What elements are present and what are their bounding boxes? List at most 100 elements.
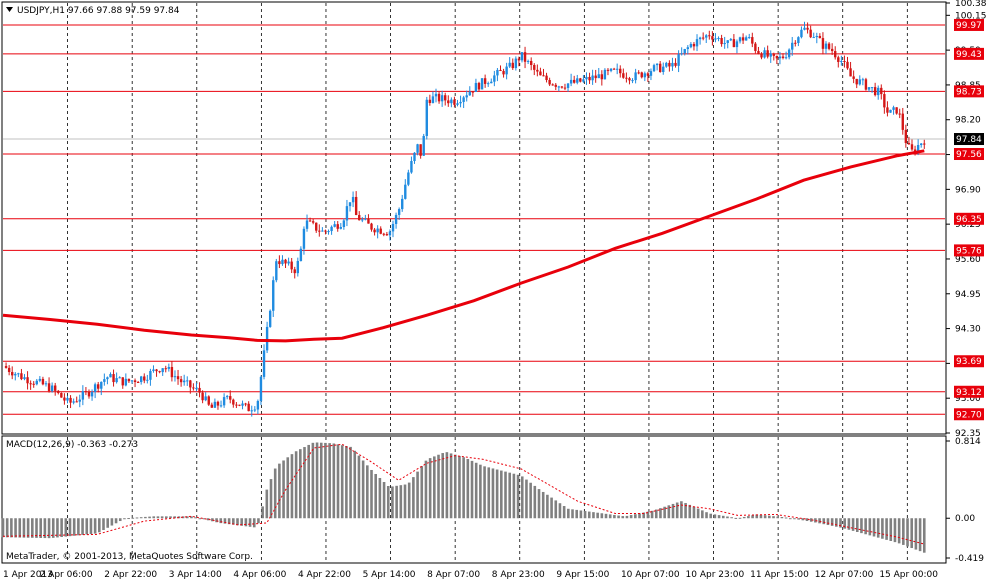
macd-bar — [579, 510, 583, 519]
candle-body — [17, 373, 20, 375]
macd-bar — [667, 505, 671, 519]
candle-body — [800, 29, 803, 38]
candle-body — [674, 62, 677, 66]
macd-bar — [227, 518, 231, 525]
candle-body — [754, 43, 757, 51]
macd-bar — [416, 471, 419, 519]
candle-body — [90, 391, 94, 397]
macd-bar — [659, 508, 662, 519]
macd-bar — [872, 518, 876, 537]
macd-bar — [726, 516, 729, 519]
candle-body — [115, 378, 118, 383]
candle-body — [23, 377, 26, 380]
macd-bar — [533, 485, 537, 519]
macd-bar — [642, 512, 646, 519]
candle-body — [551, 84, 554, 86]
candle-body — [477, 82, 481, 90]
candle-body — [594, 75, 597, 79]
candle-body — [404, 184, 407, 199]
time-tick-label: 3 Apr 14:00 — [169, 570, 222, 580]
macd-bar — [717, 515, 721, 519]
macd-bar — [43, 518, 47, 539]
candle-body — [222, 397, 226, 406]
macd-bar — [546, 494, 549, 519]
candle-body — [907, 142, 911, 145]
macd-bar — [487, 467, 491, 519]
macd-bar — [181, 516, 185, 519]
macd-bar — [868, 518, 872, 536]
price-tick-label: 92.35 — [955, 429, 981, 439]
candle-body — [794, 42, 797, 44]
candle-body — [54, 385, 57, 391]
candle-body — [834, 51, 837, 58]
candle-body — [367, 218, 370, 224]
macd-bar — [366, 465, 369, 519]
candle-body — [640, 72, 643, 78]
macd-bar — [324, 442, 327, 519]
candle-body — [155, 369, 158, 372]
macd-bar — [198, 518, 202, 520]
candle-body — [259, 376, 263, 402]
macd-bar — [303, 447, 306, 519]
candle-body — [35, 380, 38, 385]
macd-bar — [885, 518, 888, 540]
candle-body — [394, 214, 398, 224]
macd-bar — [583, 511, 587, 519]
candle-body — [29, 383, 32, 385]
candle-body — [643, 73, 647, 78]
candle-body — [597, 74, 600, 79]
candle-body — [410, 161, 413, 173]
triangle-down-icon[interactable] — [6, 7, 13, 12]
macd-bar — [843, 518, 847, 529]
macd-bar — [520, 476, 524, 519]
macd-bar — [261, 506, 264, 519]
macd-bar — [252, 518, 256, 528]
candle-body — [554, 84, 557, 87]
macd-bar — [437, 454, 440, 519]
candle-body — [809, 29, 812, 38]
macd-bar — [282, 460, 285, 519]
macd-bar — [788, 518, 792, 520]
macd-bar — [353, 450, 357, 519]
level-tag-bg — [954, 408, 984, 421]
candle-body — [284, 259, 287, 264]
macd-bar — [805, 518, 809, 522]
macd-bar — [592, 512, 595, 519]
candle-body — [81, 391, 85, 400]
candle-body — [665, 62, 668, 67]
candle-body — [170, 367, 174, 378]
candle-body — [548, 80, 551, 85]
price-tick-label: 94.30 — [955, 325, 981, 335]
candle-body — [649, 71, 653, 76]
candle-body — [413, 152, 416, 162]
candle-body — [901, 113, 904, 130]
price-tick-label: 95.60 — [955, 255, 981, 265]
candle-body — [216, 401, 220, 406]
macd-bar — [671, 503, 675, 519]
level-lines — [3, 24, 945, 415]
candle-body — [225, 396, 229, 398]
candle-body — [772, 53, 776, 56]
candle-body — [84, 391, 88, 393]
macd-bar — [26, 518, 30, 538]
macd-bar — [529, 482, 532, 519]
macd-bar — [567, 508, 570, 519]
macd-bar — [721, 515, 725, 519]
macd-bar — [18, 518, 22, 538]
candle-body — [278, 261, 281, 265]
candle-body — [382, 233, 385, 235]
macd-bar — [156, 516, 160, 519]
moving-average-line — [2, 149, 925, 343]
candle-body — [339, 227, 343, 229]
candle-body — [133, 380, 137, 383]
candle-body — [302, 228, 306, 249]
candle-body — [124, 378, 128, 386]
macd-bar — [319, 442, 323, 519]
candle-body — [566, 83, 570, 88]
macd-bar — [646, 511, 650, 519]
candle-body — [603, 69, 607, 80]
macd-tick-label: 0.814 — [955, 437, 981, 447]
candle-body — [757, 50, 760, 54]
candle-body — [109, 374, 112, 378]
time-tick-label: 8 Apr 07:00 — [427, 570, 480, 580]
